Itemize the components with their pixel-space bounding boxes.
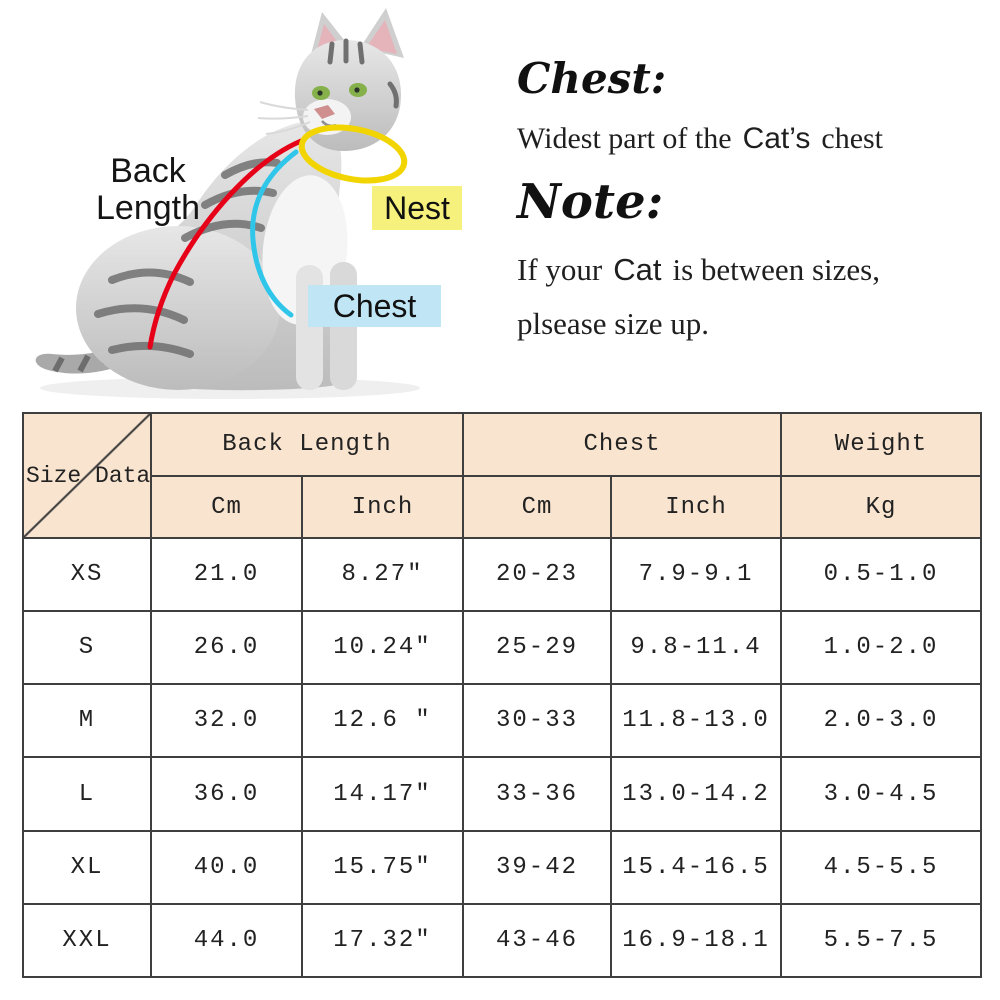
subheader-back-cm: Cm [150,475,303,539]
back-inch-cell: 12.6 ″ [301,683,464,759]
chest-inch-cell: 15.4-16.5 [609,829,783,905]
chest-description-pre: Widest part of the [517,122,732,155]
note-heading: Note: [517,174,664,230]
subheader-back-inch: Inch [301,475,464,539]
chest-heading: Chest: [517,54,667,103]
size-cell: XL [22,829,152,905]
back-length-line [147,138,304,350]
back-inch-cell: 14.17″ [301,756,464,832]
chest-inch-cell: 7.9-9.1 [609,536,783,613]
back-length-label: Back Length [83,153,213,227]
size-cell: XS [22,536,152,613]
column-group-chest: Chest [461,412,783,477]
table-row-xs: XS 21.0 8.27″ 20-23 7.9-9.1 0.5-1.0 [22,536,983,613]
chest-cm-cell: 30-33 [462,683,612,759]
chest-inch-cell: 13.0-14.2 [609,756,783,832]
nest-ring [298,124,408,184]
column-group-back-length: Back Length [150,412,464,477]
back-cm-cell: 44.0 [150,902,303,979]
chest-cm-cell: 25-29 [462,610,612,686]
chest-label: Chest [308,285,441,327]
note-line1-pre: If your [517,252,603,287]
weight-kg-cell: 0.5-1.0 [780,536,983,613]
measurement-diagram: Back Length Nest Chest [0,0,500,410]
back-length-label-line2: Length [96,189,200,227]
chest-inch-cell: 16.9-18.1 [609,902,783,979]
table-row-l: L 36.0 14.17″ 33-36 13.0-14.2 3.0-4.5 [22,756,983,832]
back-cm-cell: 36.0 [150,756,303,832]
back-inch-cell: 10.24″ [301,610,464,686]
back-inch-cell: 17.32″ [301,902,464,979]
weight-kg-cell: 1.0-2.0 [780,610,983,686]
note-line-2: plsease size up. [517,306,709,341]
chest-description: Widest part of the Cat’s chest [517,122,883,156]
size-cell: L [22,756,152,832]
column-group-weight: Weight [780,412,983,477]
subheader-chest-cm: Cm [462,475,612,539]
note-line1-cat: Cat [613,252,662,287]
table-row-s: S 26.0 10.24″ 25-29 9.8-11.4 1.0-2.0 [22,610,983,686]
size-data-corner-cell: Size Data [22,412,152,539]
weight-kg-cell: 2.0-3.0 [780,683,983,759]
weight-kg-cell: 3.0-4.5 [780,756,983,832]
size-cell: XXL [22,902,152,979]
back-cm-cell: 26.0 [150,610,303,686]
table-row-xxl: XXL 44.0 17.32″ 43-46 16.9-18.1 5.5-7.5 [22,902,983,979]
size-table: Size Data Back Length Chest Weight Cm In… [22,412,983,979]
nest-label: Nest [372,186,462,230]
chest-inch-cell: 11.8-13.0 [609,683,783,759]
size-cell: M [22,683,152,759]
chest-description-post: chest [821,122,884,155]
chest-inch-cell: 9.8-11.4 [609,610,783,686]
chest-cm-cell: 39-42 [462,829,612,905]
note-line-1: If your Cat is between sizes, [517,252,880,288]
back-length-label-line1: Back [110,152,186,190]
size-cell: S [22,610,152,686]
chest-cm-cell: 20-23 [462,536,612,613]
subheader-chest-inch: Inch [609,475,783,539]
chest-line [250,149,299,318]
back-cm-cell: 21.0 [150,536,303,613]
note-line1-post: is between sizes, [672,252,880,287]
subheader-weight-kg: Kg [780,475,983,539]
chest-cm-cell: 43-46 [462,902,612,979]
back-cm-cell: 40.0 [150,829,303,905]
table-row-xl: XL 40.0 15.75″ 39-42 15.4-16.5 4.5-5.5 [22,829,983,905]
weight-kg-cell: 5.5-7.5 [780,902,983,979]
weight-kg-cell: 4.5-5.5 [780,829,983,905]
chest-cm-cell: 33-36 [462,756,612,832]
table-row-m: M 32.0 12.6 ″ 30-33 11.8-13.0 2.0-3.0 [22,683,983,759]
back-cm-cell: 32.0 [150,683,303,759]
chest-description-cat: Cat’s [742,122,811,155]
back-inch-cell: 8.27″ [301,536,464,613]
back-inch-cell: 15.75″ [301,829,464,905]
